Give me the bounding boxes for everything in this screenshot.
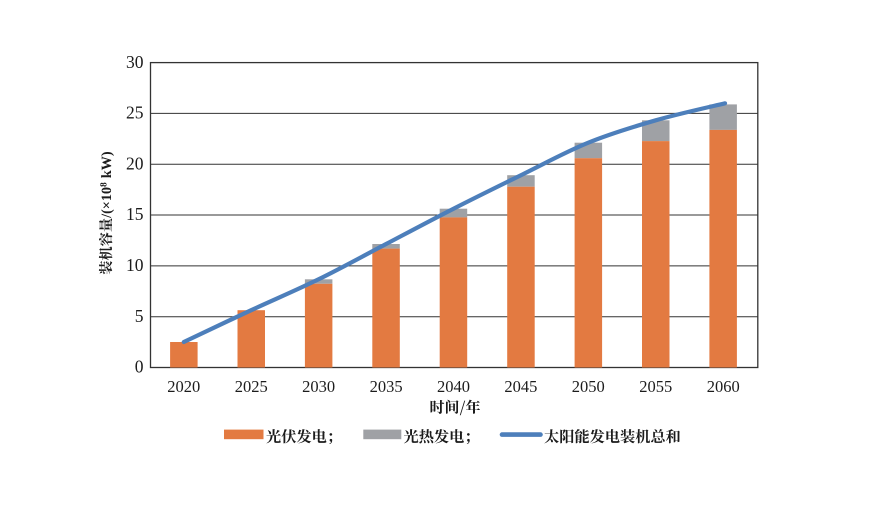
svg-text:2025: 2025 [235, 377, 268, 396]
svg-text:2060: 2060 [707, 377, 740, 396]
svg-text:2040: 2040 [437, 377, 470, 396]
svg-text:25: 25 [126, 103, 144, 123]
svg-text:2045: 2045 [504, 377, 537, 396]
svg-text:10: 10 [126, 255, 144, 275]
svg-text:2050: 2050 [572, 377, 605, 396]
svg-text:5: 5 [135, 306, 144, 326]
svg-text:20: 20 [126, 153, 144, 173]
svg-text:2035: 2035 [370, 377, 403, 396]
svg-text:2020: 2020 [167, 377, 200, 396]
svg-text:0: 0 [135, 357, 144, 377]
svg-text:2030: 2030 [302, 377, 335, 396]
svg-text:30: 30 [126, 52, 144, 72]
svg-text:2055: 2055 [639, 377, 672, 396]
svg-text:15: 15 [126, 204, 144, 224]
